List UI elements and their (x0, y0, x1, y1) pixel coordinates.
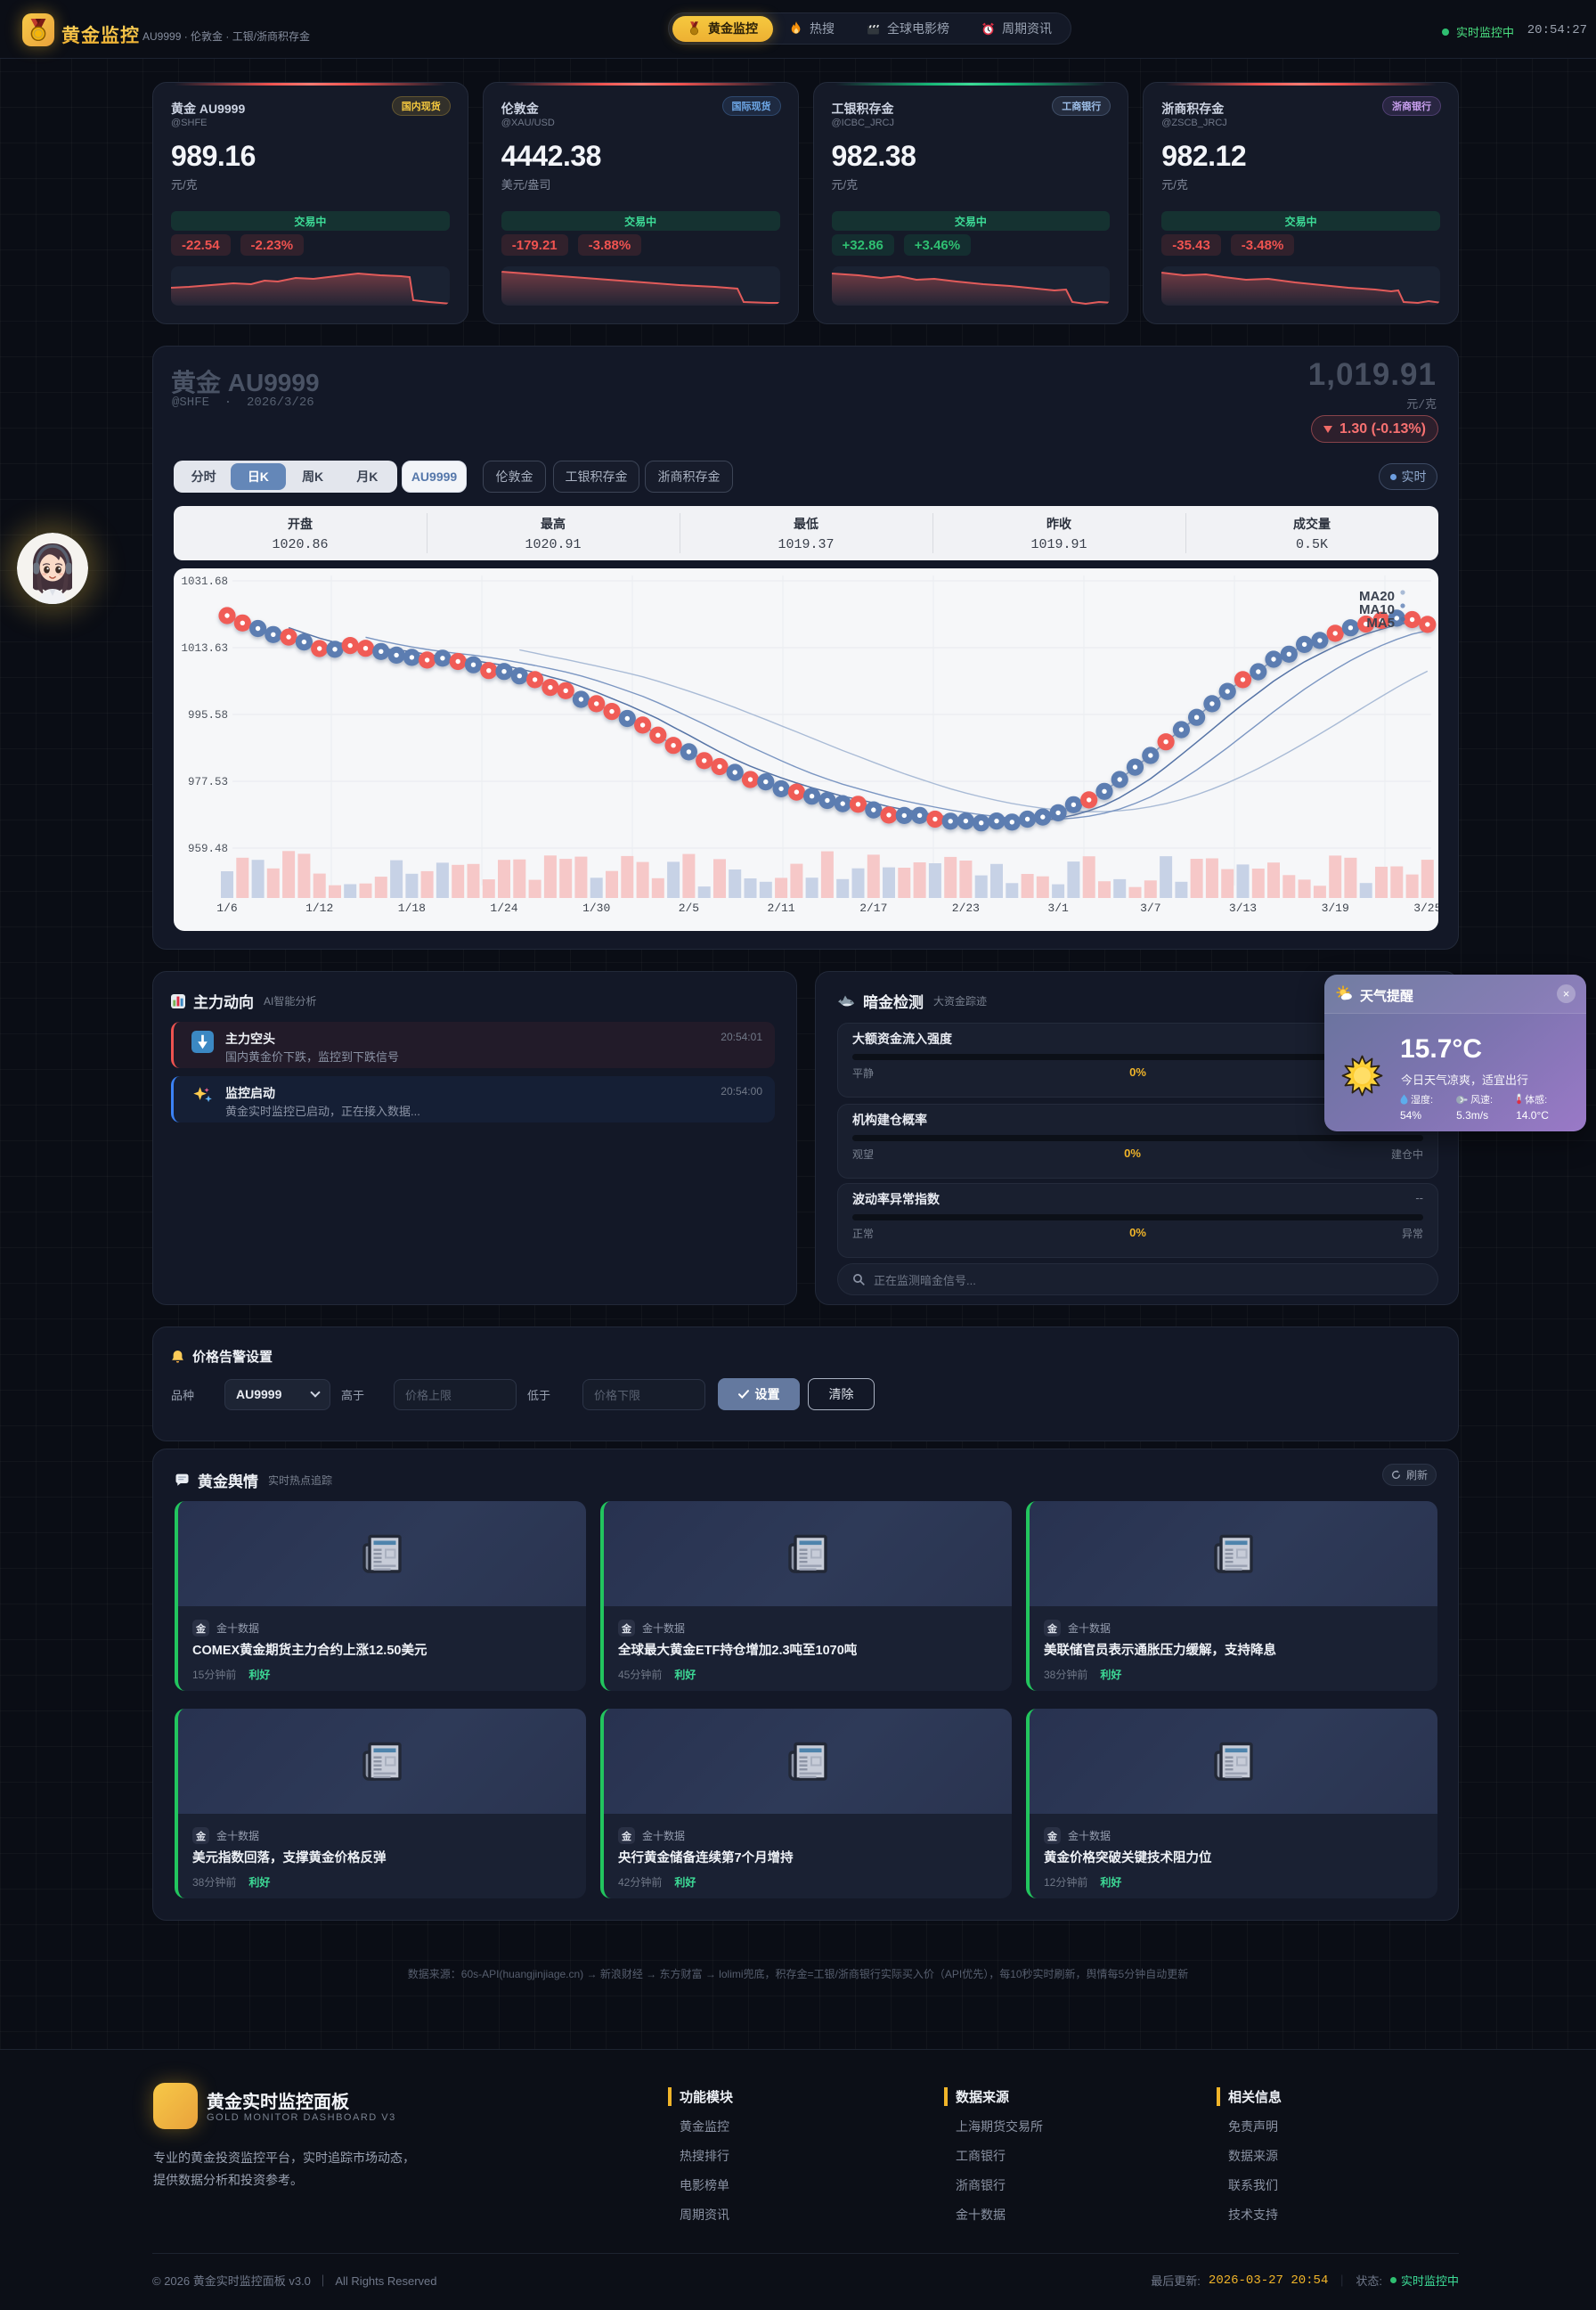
svg-text:1031.68: 1031.68 (181, 575, 228, 588)
svg-text:3/19: 3/19 (1322, 902, 1349, 915)
svg-text:1/30: 1/30 (582, 902, 610, 915)
svg-text:2/11: 2/11 (767, 902, 794, 915)
svg-text:995.58: 995.58 (188, 709, 228, 722)
svg-text:1/18: 1/18 (398, 902, 426, 915)
svg-text:3/13: 3/13 (1229, 902, 1257, 915)
svg-text:3/25: 3/25 (1413, 902, 1438, 915)
svg-text:3/1: 3/1 (1047, 902, 1069, 915)
svg-text:MA10: MA10 (1359, 602, 1395, 617)
svg-text:977.53: 977.53 (188, 776, 228, 788)
svg-text:2/23: 2/23 (952, 902, 980, 915)
svg-text:1/12: 1/12 (305, 902, 333, 915)
svg-text:1/24: 1/24 (490, 902, 517, 915)
svg-text:MA5: MA5 (1366, 616, 1395, 631)
svg-text:959.48: 959.48 (188, 843, 228, 855)
svg-text:1013.63: 1013.63 (181, 642, 228, 655)
svg-text:1/6: 1/6 (216, 902, 237, 915)
svg-text:MA20: MA20 (1359, 589, 1395, 604)
svg-text:2/17: 2/17 (859, 902, 887, 915)
svg-text:3/7: 3/7 (1140, 902, 1160, 915)
svg-text:2/5: 2/5 (679, 902, 699, 915)
